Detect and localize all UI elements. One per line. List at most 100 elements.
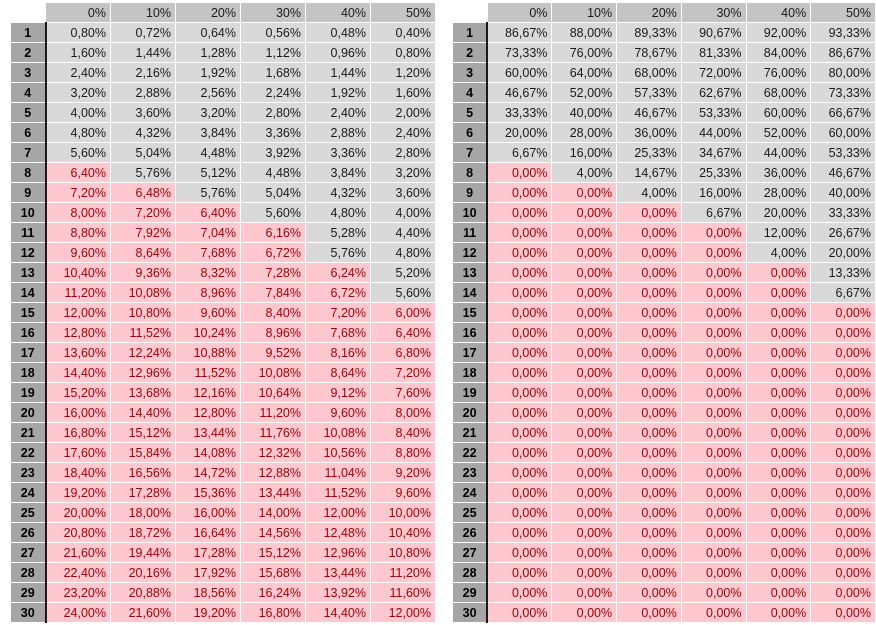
row-header[interactable]: 21 — [452, 422, 489, 443]
table-cell[interactable]: 17,60% — [45, 442, 111, 463]
table-cell[interactable]: 0,48% — [305, 22, 371, 43]
table-cell[interactable]: 0,00% — [551, 522, 618, 543]
table-cell[interactable]: 0,00% — [810, 342, 876, 363]
column-header[interactable]: 50% — [370, 2, 436, 23]
column-header[interactable]: 10% — [551, 2, 618, 23]
table-cell[interactable]: 1,12% — [240, 42, 306, 63]
table-cell[interactable]: 5,12% — [175, 162, 241, 183]
table-cell[interactable]: 13,44% — [175, 422, 241, 443]
table-cell[interactable]: 0,00% — [486, 582, 553, 603]
table-cell[interactable]: 0,00% — [551, 562, 618, 583]
table-cell[interactable]: 53,33% — [810, 142, 876, 163]
table-cell[interactable]: 12,32% — [240, 442, 306, 463]
table-cell[interactable]: 0,00% — [551, 582, 618, 603]
table-cell[interactable]: 12,96% — [110, 362, 176, 383]
row-header[interactable]: 4 — [10, 82, 47, 103]
table-cell[interactable]: 13,44% — [240, 482, 306, 503]
row-header[interactable]: 17 — [452, 342, 489, 363]
table-cell[interactable]: 0,00% — [745, 322, 812, 343]
table-cell[interactable]: 40,00% — [810, 182, 876, 203]
table-cell[interactable]: 88,00% — [551, 22, 618, 43]
column-header[interactable]: 0% — [45, 2, 111, 23]
table-cell[interactable]: 20,00% — [745, 202, 812, 223]
table-cell[interactable]: 78,67% — [616, 42, 682, 63]
table-cell[interactable]: 7,28% — [240, 262, 306, 283]
table-cell[interactable]: 0,56% — [240, 22, 306, 43]
table-cell[interactable]: 0,00% — [745, 282, 812, 303]
table-cell[interactable]: 60,00% — [486, 62, 553, 83]
table-cell[interactable]: 14,72% — [175, 462, 241, 483]
table-cell[interactable]: 0,00% — [486, 222, 553, 243]
table-cell[interactable]: 0,00% — [810, 322, 876, 343]
table-cell[interactable]: 17,92% — [175, 562, 241, 583]
table-cell[interactable]: 15,12% — [240, 542, 306, 563]
table-cell[interactable]: 14,67% — [616, 162, 682, 183]
table-cell[interactable]: 0,00% — [551, 462, 618, 483]
table-cell[interactable]: 5,60% — [370, 282, 436, 303]
table-cell[interactable]: 0,00% — [486, 262, 553, 283]
table-cell[interactable]: 10,40% — [370, 522, 436, 543]
table-cell[interactable]: 6,40% — [370, 322, 436, 343]
table-cell[interactable]: 93,33% — [810, 22, 876, 43]
table-cell[interactable]: 0,00% — [680, 302, 747, 323]
table-cell[interactable]: 9,60% — [305, 402, 371, 423]
table-cell[interactable]: 0,00% — [616, 342, 682, 363]
table-cell[interactable]: 20,88% — [110, 582, 176, 603]
row-header[interactable]: 19 — [452, 382, 489, 403]
table-cell[interactable]: 14,40% — [110, 402, 176, 423]
table-cell[interactable]: 0,00% — [616, 262, 682, 283]
table-cell[interactable]: 0,00% — [486, 162, 553, 183]
table-cell[interactable]: 0,00% — [486, 242, 553, 263]
table-cell[interactable]: 0,00% — [486, 502, 553, 523]
table-cell[interactable]: 12,24% — [110, 342, 176, 363]
table-cell[interactable]: 0,00% — [680, 422, 747, 443]
row-header[interactable]: 20 — [10, 402, 47, 423]
table-cell[interactable]: 66,67% — [810, 102, 876, 123]
table-cell[interactable]: 3,84% — [305, 162, 371, 183]
table-cell[interactable]: 28,00% — [745, 182, 812, 203]
table-cell[interactable]: 13,44% — [305, 562, 371, 583]
table-cell[interactable]: 10,56% — [305, 442, 371, 463]
table-cell[interactable]: 10,40% — [45, 262, 111, 283]
column-header[interactable]: 0% — [486, 2, 553, 23]
row-header[interactable]: 1 — [10, 22, 47, 43]
table-cell[interactable]: 86,67% — [486, 22, 553, 43]
table-cell[interactable]: 6,48% — [110, 182, 176, 203]
row-header[interactable]: 23 — [452, 462, 489, 483]
table-cell[interactable]: 4,48% — [240, 162, 306, 183]
table-cell[interactable]: 7,68% — [305, 322, 371, 343]
table-cell[interactable]: 0,00% — [616, 302, 682, 323]
column-header[interactable]: 20% — [616, 2, 682, 23]
table-cell[interactable]: 11,52% — [305, 482, 371, 503]
table-cell[interactable]: 11,52% — [110, 322, 176, 343]
table-cell[interactable]: 0,00% — [616, 582, 682, 603]
table-cell[interactable]: 0,00% — [616, 482, 682, 503]
table-cell[interactable]: 6,24% — [305, 262, 371, 283]
row-header[interactable]: 6 — [452, 122, 489, 143]
table-cell[interactable]: 0,00% — [551, 182, 618, 203]
table-cell[interactable]: 6,72% — [305, 282, 371, 303]
table-cell[interactable]: 0,00% — [616, 282, 682, 303]
table-cell[interactable]: 11,20% — [370, 562, 436, 583]
table-cell[interactable]: 0,00% — [616, 502, 682, 523]
table-cell[interactable]: 0,00% — [810, 542, 876, 563]
table-cell[interactable]: 9,12% — [305, 382, 371, 403]
table-cell[interactable]: 0,00% — [486, 482, 553, 503]
row-header[interactable]: 27 — [452, 542, 489, 563]
table-cell[interactable]: 0,00% — [486, 342, 553, 363]
table-cell[interactable]: 20,80% — [45, 522, 111, 543]
table-cell[interactable]: 11,04% — [305, 462, 371, 483]
table-cell[interactable]: 5,76% — [305, 242, 371, 263]
table-cell[interactable]: 19,20% — [175, 602, 241, 623]
table-cell[interactable]: 4,80% — [45, 122, 111, 143]
table-cell[interactable]: 5,76% — [175, 182, 241, 203]
table-cell[interactable]: 1,60% — [370, 82, 436, 103]
table-cell[interactable]: 3,20% — [175, 102, 241, 123]
table-cell[interactable]: 12,80% — [175, 402, 241, 423]
row-header[interactable]: 9 — [10, 182, 47, 203]
table-cell[interactable]: 17,28% — [110, 482, 176, 503]
table-cell[interactable]: 16,56% — [110, 462, 176, 483]
table-cell[interactable]: 3,36% — [305, 142, 371, 163]
row-header[interactable]: 21 — [10, 422, 47, 443]
table-cell[interactable]: 13,60% — [45, 342, 111, 363]
